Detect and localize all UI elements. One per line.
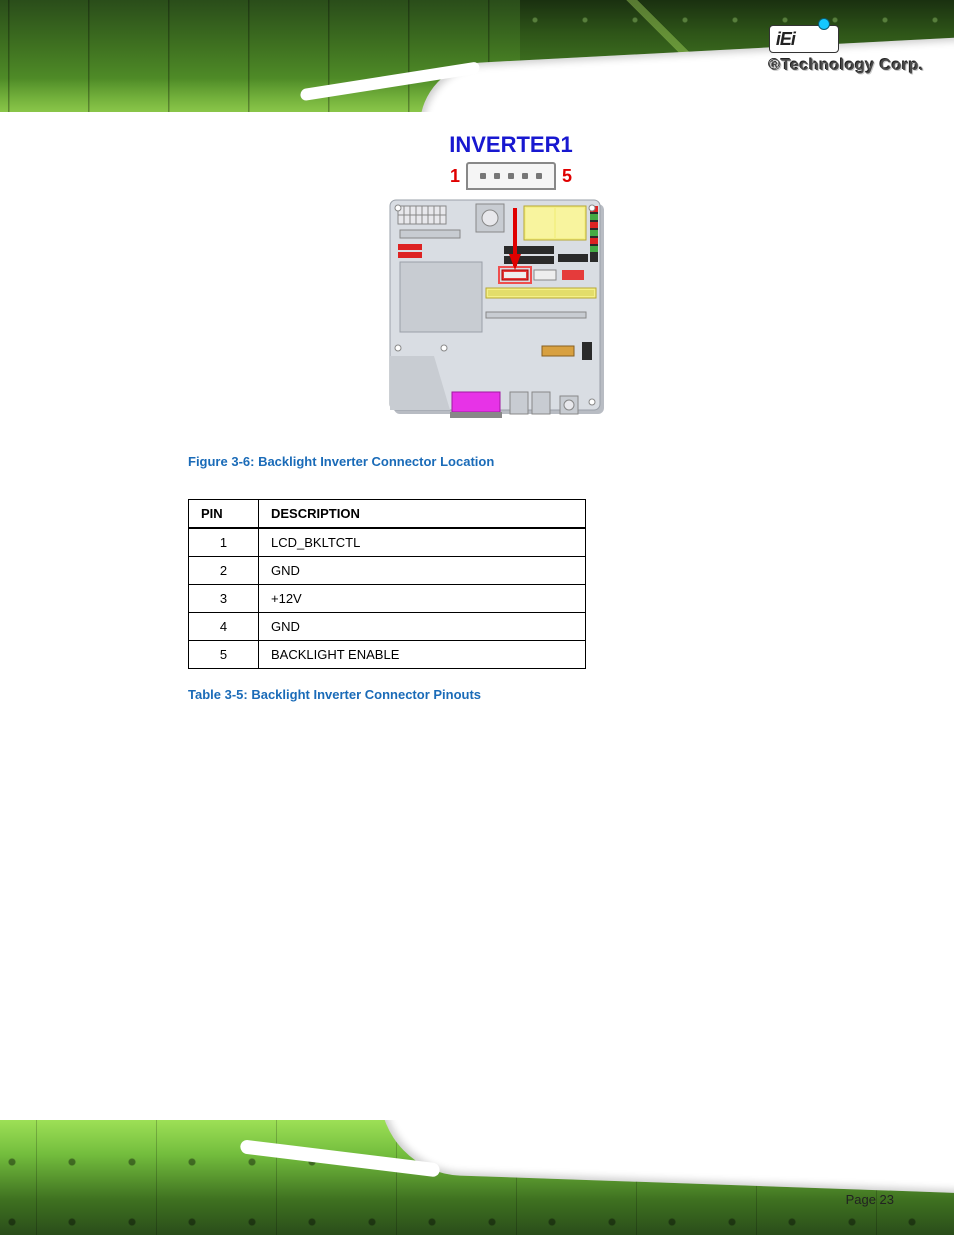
connector-pin-dot	[536, 173, 542, 179]
table-row: 1 LCD_BKLTCTL	[189, 528, 586, 557]
td-desc: GND	[259, 613, 586, 641]
brand-logo-block: iEi ®Technology Corp.	[769, 25, 924, 75]
iei-logo-text: iEi	[776, 29, 795, 50]
th-pin: PIN	[189, 500, 259, 529]
table-header-row: PIN DESCRIPTION	[189, 500, 586, 529]
connector-pin-dot	[480, 173, 486, 179]
header-banner: iEi ®Technology Corp.	[0, 0, 954, 112]
table-row: 2 GND	[189, 557, 586, 585]
brand-tagline: ®Technology Corp.	[769, 57, 924, 75]
connector-box	[466, 162, 556, 190]
td-pin: 3	[189, 585, 259, 613]
td-desc: BACKLIGHT ENABLE	[259, 641, 586, 669]
pin-end-label: 5	[562, 166, 572, 187]
page-number: Page 23	[846, 1192, 894, 1207]
table-row: 5 BACKLIGHT ENABLE	[189, 641, 586, 669]
table-row: 3 +12V	[189, 585, 586, 613]
td-pin: 5	[189, 641, 259, 669]
td-pin: 4	[189, 613, 259, 641]
pinout-table: PIN DESCRIPTION 1 LCD_BKLTCTL 2 GND 3 +1…	[188, 499, 586, 669]
connector-pin-dot	[522, 173, 528, 179]
page-content: INVERTER1 1 5	[0, 112, 954, 702]
footer-banner: Page 23	[0, 1120, 954, 1235]
th-desc: DESCRIPTION	[259, 500, 586, 529]
pin-start-label: 1	[450, 166, 460, 187]
connector-callout: 1 5	[208, 162, 814, 190]
td-pin: 1	[189, 528, 259, 557]
td-pin: 2	[189, 557, 259, 585]
figure-caption: Figure 3-6: Backlight Inverter Connector…	[188, 454, 814, 469]
connector-title: INVERTER1	[208, 132, 814, 158]
connector-pin-dot	[508, 173, 514, 179]
td-desc: GND	[259, 557, 586, 585]
table-caption: Table 3-5: Backlight Inverter Connector …	[188, 687, 814, 702]
td-desc: LCD_BKLTCTL	[259, 528, 586, 557]
td-desc: +12V	[259, 585, 586, 613]
figure-block: INVERTER1 1 5	[188, 132, 814, 702]
connector-pin-dot	[494, 173, 500, 179]
board-illustration	[386, 196, 616, 436]
table-row: 4 GND	[189, 613, 586, 641]
iei-logo: iEi	[769, 25, 839, 53]
